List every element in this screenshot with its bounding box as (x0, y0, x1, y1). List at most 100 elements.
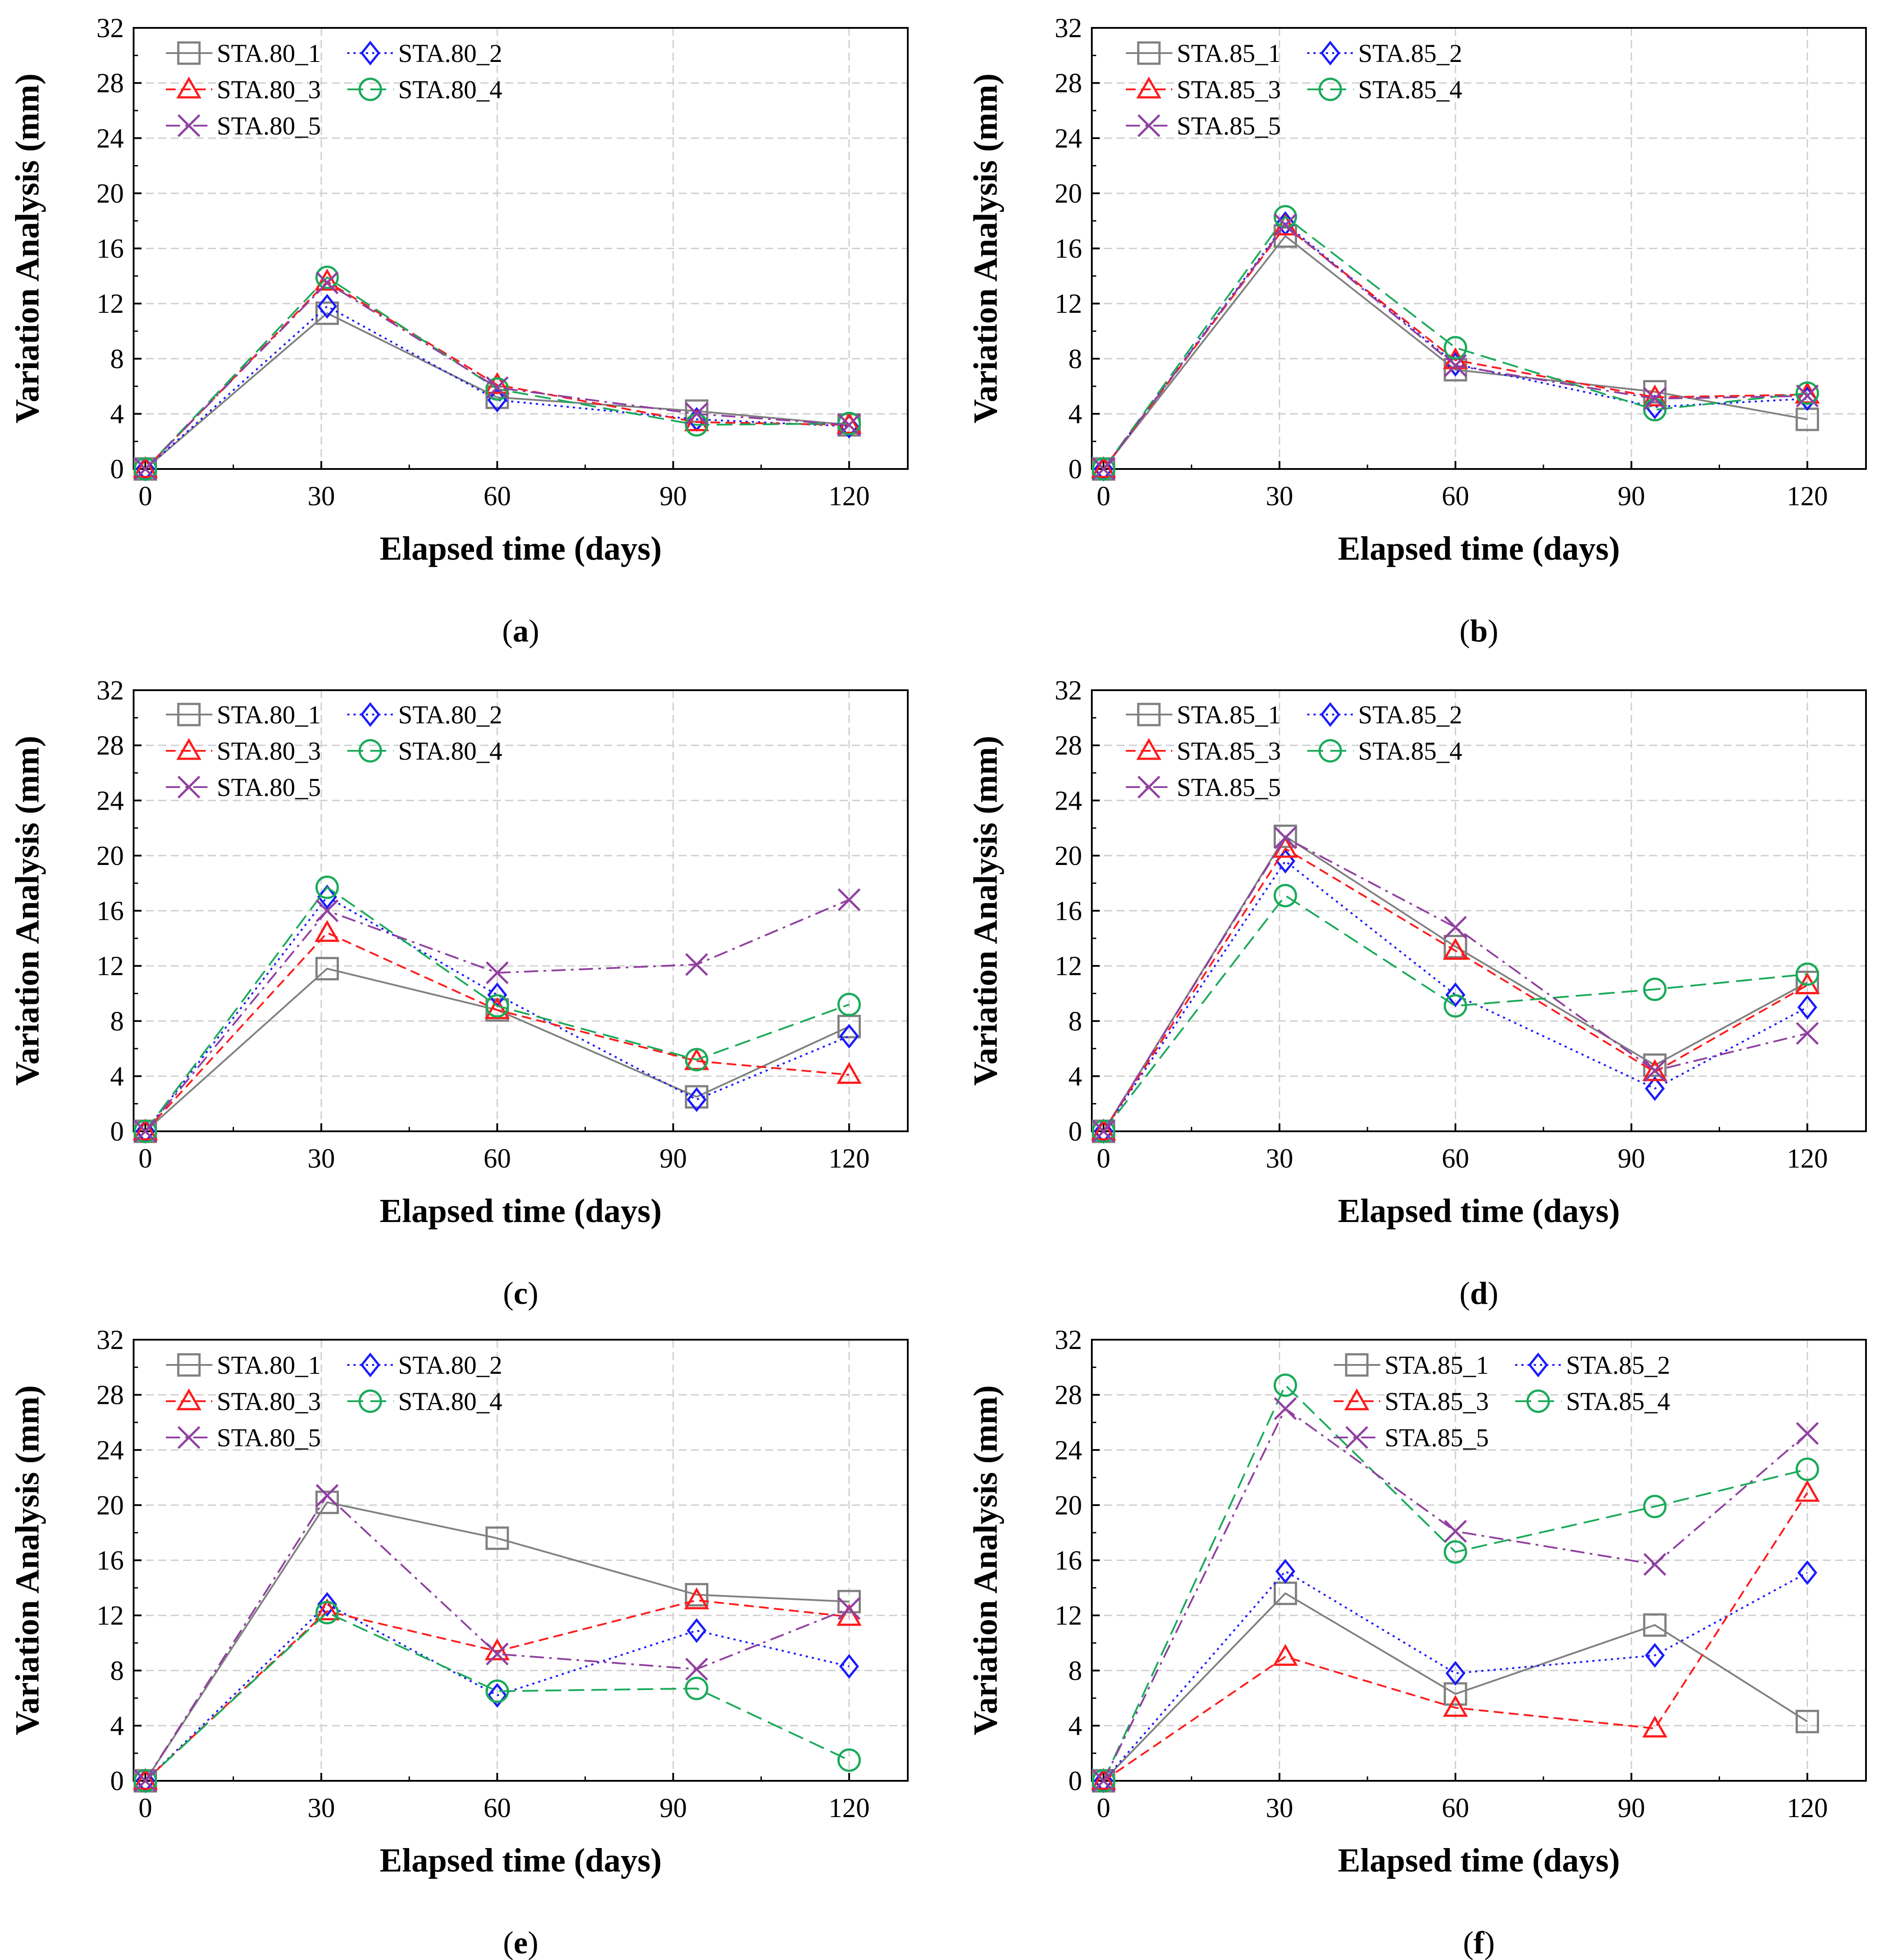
legend-label: STA.85_2 (1566, 1351, 1670, 1380)
y-tick-label: 20 (96, 179, 124, 209)
x-tick-label: 120 (829, 481, 870, 511)
series-line-STA.85_1 (1103, 1592, 1808, 1782)
series-line-STA.80_1 (145, 312, 849, 470)
panel-caption: (c) (503, 1276, 538, 1311)
series-line-STA.85_4 (1102, 894, 1808, 1132)
data-point-STA.85_4 (1274, 205, 1297, 229)
legend-entry: STA.85_2 (1307, 700, 1462, 729)
data-point-STA.85_2 (1445, 1660, 1466, 1686)
caption-open: ( (1459, 613, 1470, 649)
legend-entry: STA.80_2 (347, 700, 502, 729)
legend-label: STA.80_2 (398, 1351, 502, 1380)
data-point-STA.80_2 (487, 388, 507, 413)
y-tick-label: 28 (1055, 1380, 1082, 1410)
y-axis-label: Variation Analysis (mm) (9, 1385, 46, 1735)
series-line-STA.80_4 (145, 1611, 850, 1782)
x-tick-label: 0 (138, 481, 152, 511)
x-tick-label: 30 (1266, 1793, 1293, 1823)
y-tick-label: 8 (110, 344, 124, 374)
series-line-STA.80_1 (144, 1501, 849, 1782)
data-point-STA.80_4 (315, 265, 339, 289)
legend-marker-STA.80_2 (360, 702, 380, 727)
series-line-STA.85_5 (1102, 223, 1808, 470)
legend-entry: STA.80_3 (166, 1387, 321, 1416)
series-line-STA.80_2 (145, 305, 849, 470)
x-tick-label: 120 (829, 1144, 870, 1174)
legend-label: STA.80_5 (217, 1423, 321, 1452)
data-point-STA.80_1 (315, 1491, 339, 1514)
legend-entry: STA.80_1 (166, 1351, 321, 1380)
y-tick-label: 8 (1068, 1656, 1082, 1686)
data-point-STA.85_5 (1274, 826, 1297, 849)
data-point-STA.85_2 (1645, 1643, 1665, 1668)
data-point-STA.85_4 (1274, 884, 1297, 907)
legend-marker-STA.85_3 (1136, 76, 1162, 99)
data-point-STA.80_4 (685, 1048, 709, 1072)
legend-entry: STA.80_5 (166, 1423, 321, 1452)
legend-marker-STA.85_1 (1137, 41, 1161, 65)
chart-panel-f: 0 4 8 12 16 20 24 28 32 0 30 60 90 120 Elapsed time (d… (967, 1325, 1867, 1960)
y-tick-label: 0 (110, 1766, 124, 1796)
legend-label: STA.85_4 (1358, 75, 1462, 104)
data-point-STA.85_3 (1273, 1644, 1298, 1666)
legend-entry: STA.85_5 (1334, 1423, 1489, 1452)
data-point-STA.80_3 (133, 456, 158, 478)
legend-label: STA.80_2 (398, 700, 502, 729)
x-tick-label: 120 (1787, 1793, 1828, 1823)
caption-letter: e (514, 1925, 528, 1960)
x-axis-label: Elapsed time (days) (1338, 530, 1620, 567)
x-tick-label: 60 (484, 1793, 511, 1823)
y-axis-label: Variation Analysis (mm) (9, 736, 46, 1086)
x-tick-label: 0 (1097, 1793, 1110, 1823)
legend-entry: STA.85_4 (1307, 737, 1462, 765)
data-point-STA.80_5 (486, 1642, 509, 1666)
data-point-STA.80_4 (837, 1748, 861, 1772)
data-point-STA.85_4 (1795, 1457, 1819, 1481)
series-line-STA.85_5 (1102, 836, 1808, 1132)
y-tick-label: 24 (96, 1435, 124, 1465)
data-point-STA.85_3 (1795, 1480, 1820, 1502)
x-tick-label: 30 (1266, 1144, 1293, 1174)
legend-entry: STA.80_2 (347, 1351, 502, 1380)
x-tick-label: 90 (660, 1144, 687, 1174)
y-tick-label: 32 (96, 676, 124, 706)
series-line-STA.80_5 (144, 1494, 850, 1782)
x-tick-label: 30 (307, 1793, 335, 1823)
legend-entry: STA.85_1 (1126, 39, 1281, 68)
data-point-STA.80_2 (687, 1618, 707, 1643)
legend-marker-STA.85_5 (1137, 114, 1160, 137)
panel-caption: (e) (503, 1925, 538, 1960)
y-tick-label: 12 (1055, 951, 1082, 981)
data-point-STA.85_3 (1091, 456, 1116, 478)
series-line-STA.80_2 (145, 1603, 849, 1782)
y-tick-label: 12 (96, 1601, 124, 1631)
y-tick-label: 24 (1055, 123, 1082, 154)
legend-label: STA.85_5 (1177, 773, 1281, 802)
y-tick-label: 4 (110, 1061, 124, 1091)
legend-marker-STA.80_1 (177, 41, 201, 65)
data-point-STA.80_1 (837, 1590, 861, 1614)
data-point-STA.80_4 (485, 1679, 509, 1703)
data-point-STA.85_3 (1642, 1059, 1668, 1081)
legend-entry: STA.85_5 (1126, 111, 1281, 140)
series-line-STA.80_4 (144, 886, 850, 1132)
data-point-STA.80_2 (317, 1592, 337, 1617)
x-axis-label: Elapsed time (days) (380, 1192, 662, 1230)
series-line-STA.85_4 (1102, 1384, 1808, 1781)
data-point-STA.85_1 (1274, 824, 1297, 848)
data-point-STA.85_5 (1444, 1520, 1467, 1543)
caption-open: ( (503, 1925, 514, 1960)
data-point-STA.80_5 (486, 961, 509, 984)
legend-marker-STA.85_4 (1526, 1389, 1550, 1413)
x-tick-label: 120 (829, 1793, 870, 1823)
y-tick-label: 8 (110, 1656, 124, 1686)
legend-label: STA.85_2 (1358, 700, 1462, 729)
y-tick-label: 16 (96, 234, 124, 264)
legend-label: STA.80_1 (217, 700, 321, 729)
data-point-STA.85_4 (1444, 1540, 1467, 1564)
data-point-STA.80_3 (315, 1598, 340, 1621)
legend-entry: STA.85_1 (1334, 1351, 1489, 1380)
data-point-STA.80_2 (317, 884, 337, 910)
data-point-STA.80_5 (837, 413, 861, 437)
data-point-STA.80_4 (134, 457, 157, 481)
